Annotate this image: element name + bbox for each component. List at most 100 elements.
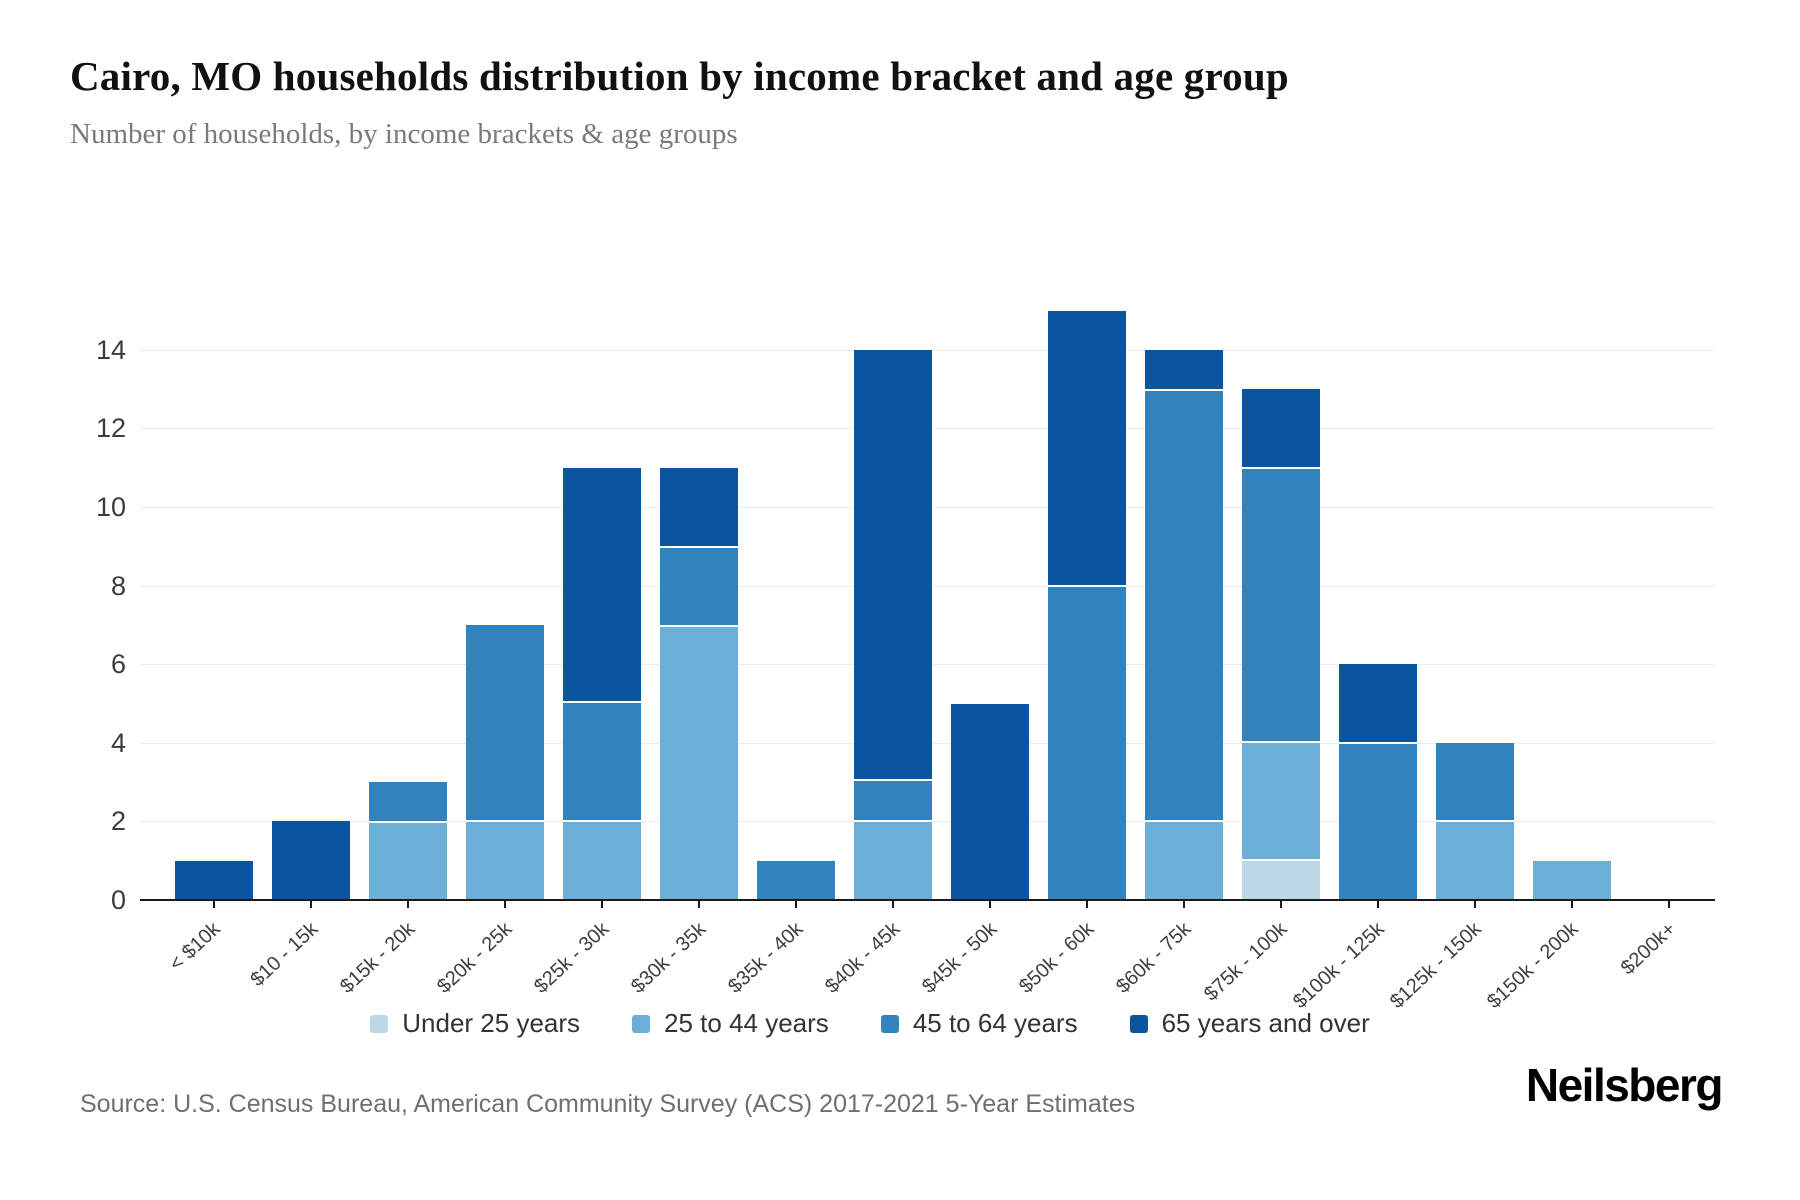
source-note: Source: U.S. Census Bureau, American Com… xyxy=(80,1090,1136,1118)
legend-item: Under 25 years xyxy=(370,1008,580,1039)
bar-segment xyxy=(1242,740,1320,860)
bar-segment xyxy=(757,860,835,900)
legend-swatch xyxy=(880,1014,899,1033)
tick-mark xyxy=(407,901,409,908)
x-axis-label: $100k - 125k xyxy=(1289,918,1390,1013)
x-axis-label: $20k - 25k xyxy=(432,918,517,998)
bar xyxy=(1145,349,1223,900)
bar-segment xyxy=(1436,742,1514,821)
bar xyxy=(175,860,253,900)
bar-segment xyxy=(660,545,738,626)
x-axis-label: $60k - 75k xyxy=(1111,918,1196,998)
legend-label: 25 to 44 years xyxy=(664,1008,829,1038)
bar xyxy=(757,860,835,900)
x-axis-label: $50k - 60k xyxy=(1014,918,1099,998)
legend-item: 65 years and over xyxy=(1129,1008,1370,1039)
y-axis-label: 10 xyxy=(95,492,126,522)
bar-segment xyxy=(1339,742,1417,900)
x-axis-label: $200k+ xyxy=(1616,918,1681,980)
x-axis-label: $45k - 50k xyxy=(917,918,1002,998)
y-axis-label: 0 xyxy=(110,885,126,915)
bar xyxy=(1048,310,1126,900)
bar-segment xyxy=(272,821,350,900)
bar xyxy=(272,821,350,900)
bar-segment xyxy=(1145,388,1223,820)
legend-label: 45 to 64 years xyxy=(912,1008,1078,1038)
bar-segment xyxy=(563,701,641,821)
x-axis-label: $75k - 100k xyxy=(1200,918,1293,1006)
bar xyxy=(660,467,738,900)
bar-segment xyxy=(1242,859,1320,900)
bar xyxy=(369,782,447,900)
brand-logo: Neilsberg xyxy=(1525,1059,1724,1111)
legend-item: 25 to 44 years xyxy=(632,1008,829,1039)
bar-segment xyxy=(1145,349,1223,389)
bar xyxy=(1533,860,1611,900)
chart-title: Cairo, MO households distribution by inc… xyxy=(70,53,1289,99)
x-axis-label: $40k - 45k xyxy=(820,918,905,998)
tick-mark xyxy=(1377,901,1379,908)
y-axis-label: 14 xyxy=(95,334,126,365)
y-axis-label: 6 xyxy=(110,649,126,680)
x-axis-label: $125k - 150k xyxy=(1386,918,1487,1013)
bar xyxy=(563,467,641,900)
x-axis-label: $15k - 20k xyxy=(335,918,420,998)
tick-mark xyxy=(601,901,603,908)
tick-mark xyxy=(989,901,991,908)
x-axis-label: $150k - 200k xyxy=(1483,918,1584,1013)
tick-mark xyxy=(698,901,700,908)
bar-segment xyxy=(369,820,447,900)
x-axis-line xyxy=(140,899,1715,901)
tick-mark xyxy=(1280,901,1282,908)
bar-segment xyxy=(660,467,738,546)
legend: Under 25 years 25 to 44 years 45 to 64 yea… xyxy=(0,1008,1740,1039)
tick-mark xyxy=(1668,901,1670,908)
tick-mark xyxy=(1183,901,1185,908)
legend-swatch xyxy=(370,1014,389,1033)
bar xyxy=(1339,664,1417,900)
tick-mark xyxy=(795,901,797,908)
y-axis-label: 12 xyxy=(95,413,126,444)
tick-mark xyxy=(1086,901,1088,908)
tick-mark xyxy=(1571,901,1573,908)
legend-item: 45 to 64 years xyxy=(880,1008,1078,1039)
y-axis-label: 2 xyxy=(110,806,126,837)
bar xyxy=(466,624,544,900)
tick-mark xyxy=(892,901,894,908)
legend-label: Under 25 years xyxy=(402,1008,581,1038)
y-axis-label: 4 xyxy=(110,727,126,758)
legend-swatch xyxy=(1129,1014,1148,1033)
bar-segment xyxy=(1436,820,1514,900)
x-axis-label: $30k - 35k xyxy=(626,918,711,998)
bar-segment xyxy=(1145,819,1223,900)
bar-segment xyxy=(466,624,544,820)
bar-segment xyxy=(1533,860,1611,900)
bar-segment xyxy=(1048,584,1126,900)
bar xyxy=(951,703,1029,900)
bar-segment xyxy=(563,820,641,900)
chart-subtitle: Number of households, by income brackets… xyxy=(70,118,738,150)
bar-segment xyxy=(1242,466,1320,741)
y-axis-label: 8 xyxy=(110,570,126,601)
bar-segment xyxy=(1339,664,1417,743)
bar-segment xyxy=(369,782,447,821)
x-axis-label: $25k - 30k xyxy=(529,918,614,998)
x-axis-label: $10 - 15k xyxy=(246,918,323,991)
x-axis-label: $35k - 40k xyxy=(723,918,808,998)
bar-segment xyxy=(854,778,932,820)
legend-swatch xyxy=(632,1014,651,1033)
bar-segment xyxy=(854,349,932,779)
bar-segment xyxy=(854,819,932,900)
bar-segment xyxy=(466,819,544,900)
tick-mark xyxy=(504,901,506,908)
x-axis-label: < $10k xyxy=(165,918,226,976)
bar-segment xyxy=(660,625,738,900)
bar-segment xyxy=(1048,310,1126,585)
bar-segment xyxy=(175,860,253,900)
bar xyxy=(854,349,932,900)
legend-label: 65 years and over xyxy=(1161,1008,1370,1038)
tick-mark xyxy=(213,901,215,908)
bar-segment xyxy=(1242,389,1320,467)
tick-mark xyxy=(310,901,312,908)
